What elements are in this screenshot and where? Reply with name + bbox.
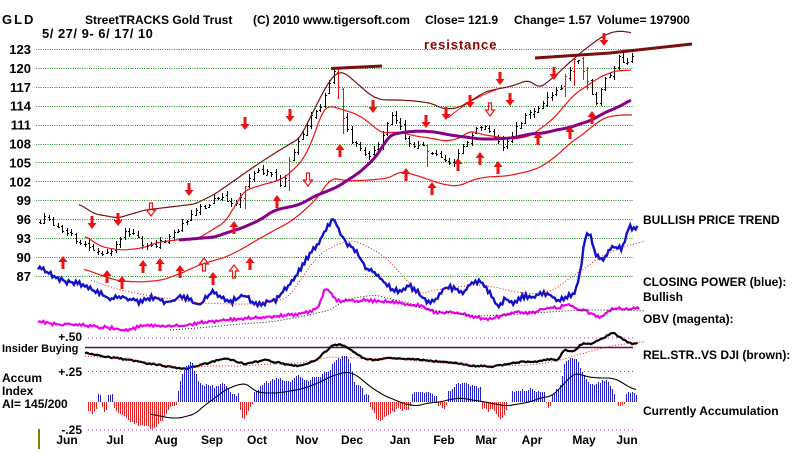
svg-text:Feb: Feb — [433, 433, 454, 447]
svg-text:Sep: Sep — [201, 433, 223, 447]
svg-text:90: 90 — [17, 250, 31, 265]
svg-text:StreetTRACKS Gold Trust: StreetTRACKS Gold Trust — [85, 13, 232, 27]
svg-text:Mar: Mar — [475, 433, 497, 447]
svg-text:+.50: +.50 — [58, 330, 82, 344]
svg-text:Jun: Jun — [56, 433, 77, 447]
svg-text:5/ 27/ 9- 6/ 17/ 10: 5/ 27/ 9- 6/ 17/ 10 — [42, 26, 153, 41]
svg-text:Dec: Dec — [341, 433, 363, 447]
svg-text:Close= 121.9: Close= 121.9 — [425, 13, 498, 27]
svg-text:108: 108 — [9, 137, 31, 152]
svg-text:Index: Index — [2, 384, 34, 398]
svg-text:resistance: resistance — [424, 37, 497, 52]
svg-text:GLD: GLD — [2, 12, 35, 27]
svg-text:Oct: Oct — [247, 433, 267, 447]
svg-text:96: 96 — [17, 212, 31, 227]
svg-text:Jul: Jul — [106, 433, 123, 447]
svg-text:99: 99 — [17, 193, 31, 208]
svg-text:123: 123 — [9, 42, 31, 57]
svg-text:Accum: Accum — [2, 371, 42, 385]
svg-text:Aug: Aug — [154, 433, 177, 447]
svg-text:93: 93 — [17, 231, 31, 246]
svg-text:REL.STR..VS DJI (brown):: REL.STR..VS DJI (brown): — [643, 348, 790, 362]
svg-text:-.25: -.25 — [61, 423, 82, 437]
svg-text:Insider Buying: Insider Buying — [2, 343, 78, 355]
svg-text:Currently Accumulation: Currently Accumulation — [643, 404, 779, 418]
svg-text:AI= 145/200: AI= 145/200 — [2, 397, 68, 411]
svg-text:120: 120 — [9, 61, 31, 76]
svg-text:CLOSING POWER (blue):: CLOSING POWER (blue): — [643, 275, 786, 289]
svg-text:Change= 1.57: Change= 1.57 — [514, 13, 592, 27]
svg-text:114: 114 — [10, 99, 32, 114]
svg-text:Apr: Apr — [522, 433, 543, 447]
svg-text:Volume= 197900: Volume= 197900 — [597, 13, 690, 27]
svg-text:Bullish: Bullish — [643, 290, 683, 304]
svg-text:+.25: +.25 — [58, 365, 82, 379]
svg-text:111: 111 — [11, 118, 31, 133]
svg-text:BULLISH PRICE TREND: BULLISH PRICE TREND — [643, 213, 780, 227]
svg-text:Jun: Jun — [616, 433, 637, 447]
svg-text:Jan: Jan — [390, 433, 411, 447]
svg-text:105: 105 — [9, 155, 31, 170]
svg-text:May: May — [572, 433, 596, 447]
svg-text:102: 102 — [9, 174, 31, 189]
svg-text:117: 117 — [10, 80, 31, 95]
svg-text:Nov: Nov — [296, 433, 319, 447]
svg-text:OBV (magenta):: OBV (magenta): — [643, 312, 734, 326]
svg-text:87: 87 — [17, 269, 31, 284]
svg-text:(C) 2010 www.tigersoft.com: (C) 2010 www.tigersoft.com — [253, 13, 410, 27]
